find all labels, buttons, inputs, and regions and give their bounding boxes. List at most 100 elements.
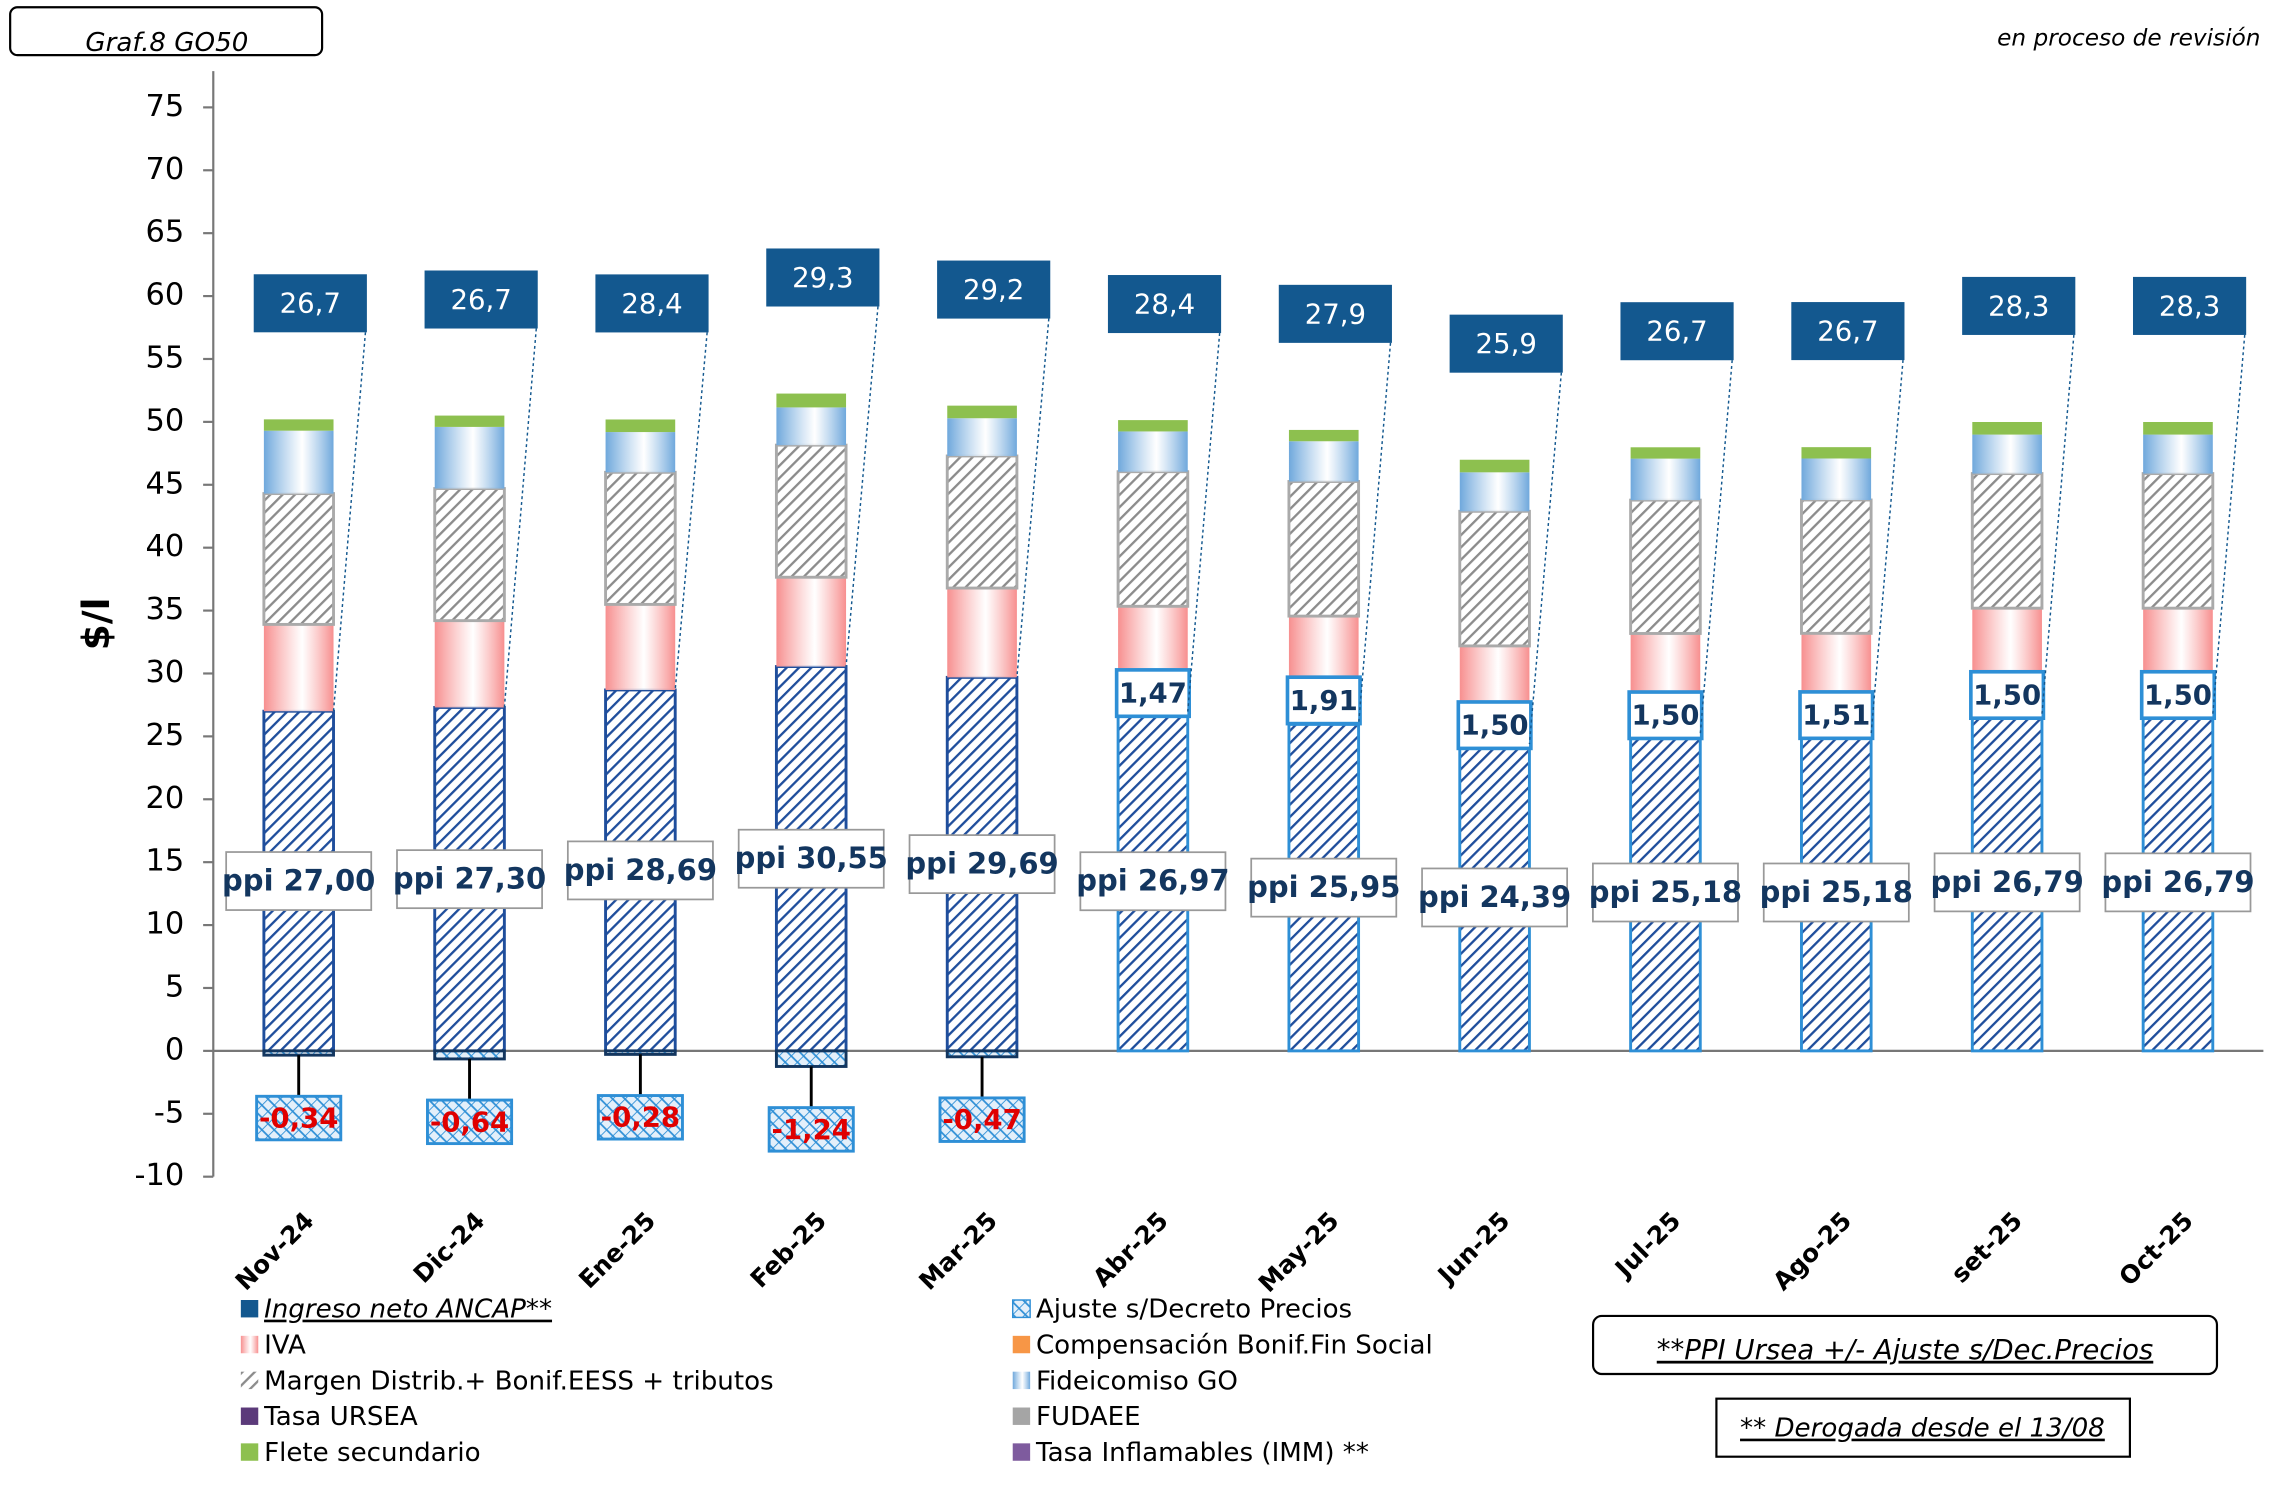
y-tick-label: 70 bbox=[145, 152, 184, 187]
ajuste-label: 1,47 bbox=[1119, 678, 1187, 710]
bar-segment bbox=[605, 432, 676, 473]
leader-line bbox=[2212, 334, 2246, 714]
ajuste-label: -1,24 bbox=[772, 1114, 851, 1146]
legend-swatch bbox=[1012, 1407, 1031, 1425]
label-box bbox=[908, 834, 1056, 895]
subtitle: en proceso de revisión bbox=[1997, 25, 2260, 52]
bar-segment bbox=[1459, 459, 1530, 473]
ppi-label: ppi 26,79 bbox=[2101, 865, 2254, 899]
y-tick-label: -10 bbox=[135, 1158, 185, 1193]
bar-segment bbox=[2143, 421, 2213, 435]
y-tick-label: 65 bbox=[145, 215, 184, 250]
label-box bbox=[396, 849, 543, 910]
note-box bbox=[1591, 1314, 2219, 1376]
label-box bbox=[1285, 675, 1362, 726]
label-box bbox=[1933, 852, 2081, 913]
net-box bbox=[1107, 275, 1222, 334]
bar-segment bbox=[774, 1049, 848, 1068]
legend-label: Compensación Bonif.Fin Social bbox=[1036, 1330, 1433, 1360]
bar-segment bbox=[1287, 480, 1361, 618]
label-box bbox=[1969, 669, 2046, 721]
bar-segment bbox=[263, 624, 334, 712]
y-tick-label: 25 bbox=[145, 718, 184, 753]
x-tick-label: Mar-25 bbox=[913, 1206, 1003, 1296]
y-tick-label: 35 bbox=[145, 592, 184, 627]
leader-line bbox=[503, 328, 538, 708]
ajuste-label: -0,64 bbox=[430, 1106, 509, 1138]
y-tick-label: 20 bbox=[145, 781, 184, 816]
ppi-label: ppi 30,55 bbox=[735, 841, 888, 875]
legend-label: Fideicomiso GO bbox=[1036, 1366, 1238, 1396]
ppi-label: ppi 26,79 bbox=[1930, 865, 2083, 899]
label-box bbox=[2139, 669, 2217, 721]
x-tick-label: Abr-25 bbox=[1087, 1206, 1174, 1293]
y-tick-label: 40 bbox=[145, 529, 184, 564]
bar-segment bbox=[262, 1049, 335, 1057]
bar-segment bbox=[262, 492, 335, 626]
x-tick-label: Jun-25 bbox=[1431, 1206, 1516, 1291]
net-box bbox=[1620, 302, 1734, 361]
net-box bbox=[1791, 302, 1905, 361]
bar-segment bbox=[605, 419, 676, 433]
label-box bbox=[596, 1094, 684, 1141]
leader-line bbox=[845, 306, 879, 667]
y-tick-label: 0 bbox=[165, 1032, 184, 1067]
net-box bbox=[1278, 284, 1392, 343]
bar-segment bbox=[434, 620, 505, 708]
bar-segment bbox=[1801, 458, 1872, 500]
bar-segment bbox=[1970, 472, 2044, 610]
net-label: 28,3 bbox=[2159, 290, 2220, 322]
bar-segment bbox=[1800, 498, 1873, 635]
bar-segment bbox=[1629, 498, 1702, 635]
bar-segment bbox=[1630, 458, 1701, 501]
legend-swatch bbox=[1012, 1443, 1031, 1461]
x-tick-label: Ene-25 bbox=[573, 1206, 661, 1294]
y-tick-label: 60 bbox=[145, 278, 184, 313]
note: ** Derogada desde el 13/08 bbox=[1740, 1414, 2105, 1444]
legend-swatch bbox=[240, 1371, 259, 1390]
net-box bbox=[2132, 276, 2247, 335]
bar-segment bbox=[1458, 509, 1531, 648]
bar-segment bbox=[2143, 434, 2213, 474]
y-tick-label: 50 bbox=[145, 403, 184, 438]
x-tick-label: May-25 bbox=[1253, 1206, 1345, 1298]
label-box bbox=[255, 1094, 343, 1142]
tag-box bbox=[9, 6, 324, 57]
label-box bbox=[225, 851, 373, 911]
ajuste-label: -0,34 bbox=[259, 1103, 338, 1135]
label-box bbox=[938, 1096, 1026, 1143]
net-label: 26,7 bbox=[450, 284, 511, 316]
label-box bbox=[2104, 852, 2252, 913]
bar-segment bbox=[776, 393, 847, 408]
bar-segment bbox=[1801, 447, 1872, 459]
net-box bbox=[1449, 314, 1563, 373]
bar-segment bbox=[776, 407, 847, 446]
leader-line bbox=[332, 332, 367, 712]
ppi-label: ppi 25,18 bbox=[1760, 875, 1913, 909]
ppi-label: ppi 26,97 bbox=[1076, 864, 1229, 898]
ajuste-label: -0,47 bbox=[942, 1104, 1021, 1136]
ppi-label: ppi 25,95 bbox=[1247, 870, 1400, 904]
net-box bbox=[253, 274, 367, 333]
bar-segment bbox=[1116, 470, 1190, 608]
bar-segment bbox=[1972, 434, 2042, 474]
label-box bbox=[1079, 851, 1227, 912]
y-tick-label: 10 bbox=[145, 907, 184, 942]
ppi-label: ppi 28,69 bbox=[564, 853, 717, 887]
x-tick-label: Nov-24 bbox=[230, 1206, 320, 1296]
leader-line bbox=[674, 332, 708, 691]
net-box bbox=[1962, 276, 2076, 335]
net-box bbox=[595, 274, 709, 333]
leader-line bbox=[1187, 332, 1221, 712]
net-label: 28,4 bbox=[621, 288, 682, 320]
net-label: 26,7 bbox=[1817, 316, 1878, 348]
legend-swatch bbox=[1011, 1299, 1031, 1319]
ajuste-label: 1,51 bbox=[1802, 700, 1870, 732]
y-tick-label: 30 bbox=[145, 655, 184, 690]
x-tick-label: Dic-24 bbox=[408, 1206, 491, 1289]
bar-segment bbox=[263, 419, 334, 431]
legend-label: Tasa Inflamables (IMM) ** bbox=[1035, 1438, 1369, 1468]
net-label: 28,3 bbox=[1988, 290, 2049, 322]
legend-label: Margen Distrib.+ Bonif.EESS + tributos bbox=[264, 1366, 774, 1396]
